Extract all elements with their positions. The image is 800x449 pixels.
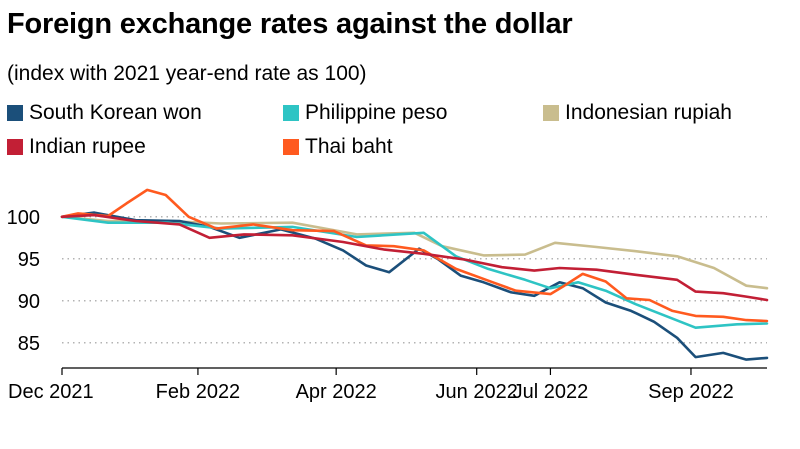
x-tick-label: Dec 2021	[8, 381, 94, 403]
x-tick-label: Jun 2022	[436, 381, 518, 403]
y-tick-label: 85	[18, 333, 40, 355]
legend-swatch	[283, 139, 299, 155]
legend-item-indonesian-rupiah: Indonesian rupiah	[543, 101, 732, 125]
series-line-philippine-peso	[60, 215, 769, 329]
legend-label: Indonesian rupiah	[565, 101, 732, 124]
legend-swatch	[283, 105, 299, 121]
legend-item-indian-rupee: Indian rupee	[7, 135, 146, 159]
chart-title: Foreign exchange rates against the dolla…	[7, 8, 573, 40]
legend-label: South Korean won	[29, 101, 202, 124]
x-tick-label: Sep 2022	[648, 381, 734, 403]
x-tick-label: Apr 2022	[296, 381, 377, 403]
series-line-thai-baht	[60, 188, 769, 323]
legend-item-thai-baht: Thai baht	[283, 135, 393, 159]
x-tick-label: Jul 2022	[513, 381, 589, 403]
y-tick-label: 100	[7, 207, 40, 229]
legend-item-philippine-peso: Philippine peso	[283, 101, 447, 125]
y-tick-label: 90	[18, 291, 40, 313]
legend-swatch	[7, 139, 23, 155]
legend-swatch	[7, 105, 23, 121]
legend-item-south-korean-won: South Korean won	[7, 101, 202, 125]
y-tick-label: 95	[18, 249, 40, 271]
x-tick-label: Feb 2022	[156, 381, 241, 403]
legend-label: Philippine peso	[305, 101, 448, 124]
legend-label: Thai baht	[305, 135, 393, 158]
chart-subtitle: (index with 2021 year-end rate as 100)	[7, 62, 367, 85]
legend-swatch	[543, 105, 559, 121]
legend-label: Indian rupee	[29, 135, 146, 158]
series-line-south-korean-won	[60, 211, 769, 361]
series-line-indian-rupee	[60, 213, 769, 302]
